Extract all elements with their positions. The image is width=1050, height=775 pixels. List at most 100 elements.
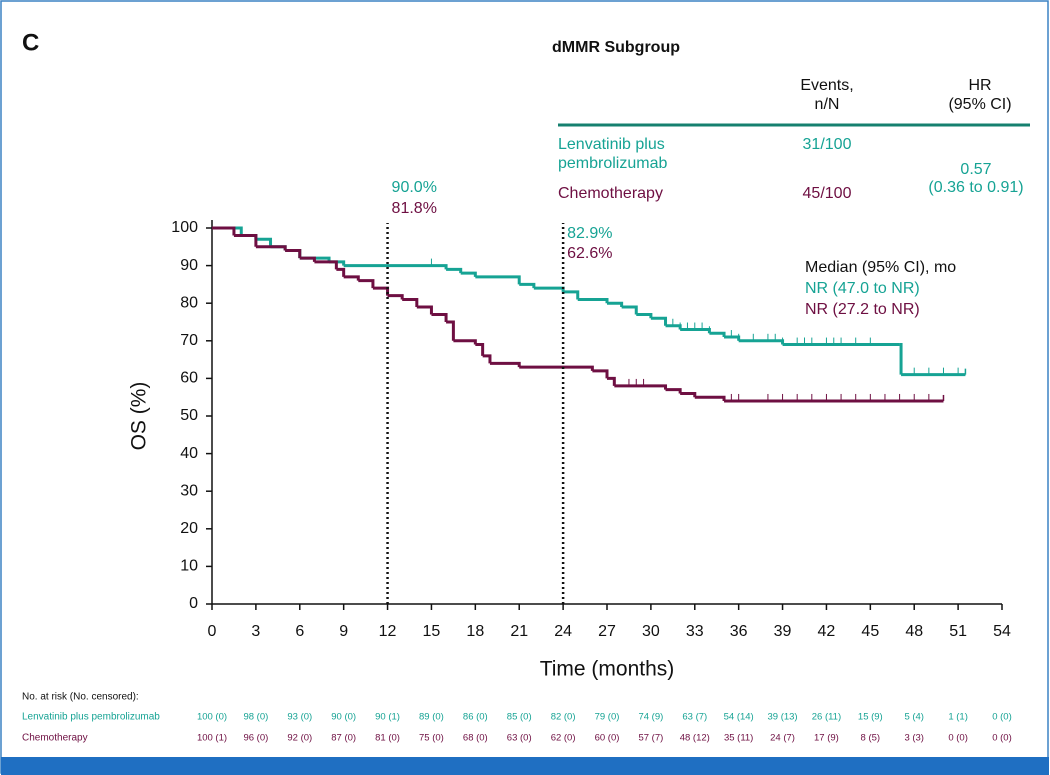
survival-step — [709, 331, 726, 338]
survival-step — [336, 267, 346, 277]
risk-value: 26 (11) — [812, 712, 841, 723]
risk-value: 74 (9) — [638, 712, 663, 723]
legend-header: HR — [968, 77, 991, 94]
x-tick-label: 36 — [730, 623, 748, 640]
survival-step — [694, 395, 726, 401]
risk-value: 0 (0) — [948, 733, 968, 744]
risk-value: 89 (0) — [419, 712, 444, 723]
risk-value: 81 (0) — [375, 733, 400, 744]
legend-hr: (0.36 to 0.91) — [928, 179, 1023, 196]
survival-step — [621, 305, 638, 315]
risk-value: 39 (13) — [768, 712, 798, 723]
survival-step — [314, 260, 338, 270]
risk-value: 63 (7) — [682, 712, 707, 723]
risk-value: 0 (0) — [992, 733, 1012, 744]
x-tick-label: 30 — [642, 623, 660, 640]
risk-value: 96 (0) — [243, 733, 268, 744]
survival-step — [680, 391, 697, 398]
risk-value: 85 (0) — [507, 712, 532, 723]
survival-step — [453, 339, 477, 345]
survival-step — [233, 234, 258, 247]
survival-step — [460, 271, 477, 277]
x-tick-label: 42 — [818, 623, 836, 640]
risk-value: 57 (7) — [638, 733, 663, 744]
y-tick-label: 80 — [180, 294, 198, 311]
survival-step — [680, 328, 711, 334]
landmark-label: 82.9% — [567, 225, 612, 242]
survival-step — [607, 376, 616, 386]
y-tick-label: 20 — [180, 520, 198, 537]
legend-hr: 0.57 — [960, 161, 991, 178]
risk-value: 17 (9) — [814, 733, 839, 744]
survival-step — [665, 324, 682, 330]
median-value: NR (47.0 to NR) — [805, 280, 920, 297]
footer-bar — [1, 757, 1049, 775]
survival-step — [607, 301, 624, 307]
risk-row-label: Lenvatinib plus pembrolizumab — [22, 712, 160, 723]
risk-value: 92 (0) — [287, 733, 312, 744]
survival-step — [343, 275, 360, 281]
risk-value: 3 (3) — [904, 733, 924, 744]
survival-step — [724, 335, 741, 341]
legend-header: n/N — [815, 96, 840, 113]
survival-step — [255, 237, 273, 247]
risk-value: 15 (9) — [858, 712, 883, 723]
median-value: NR (27.2 to NR) — [805, 301, 920, 318]
risk-value: 79 (0) — [595, 712, 620, 723]
survival-step — [255, 245, 287, 251]
x-tick-label: 45 — [861, 623, 879, 640]
survival-step — [738, 339, 785, 345]
x-tick-label: 9 — [339, 623, 348, 640]
legend-label: Chemotherapy — [558, 185, 663, 202]
risk-row-label: Chemotherapy — [22, 733, 88, 744]
survival-step — [416, 305, 433, 315]
survival-step — [482, 354, 492, 364]
y-tick-label: 100 — [171, 219, 198, 236]
survival-step — [372, 286, 390, 296]
survival-step — [899, 343, 903, 375]
y-tick-label: 40 — [180, 445, 198, 462]
risk-value: 75 (0) — [419, 733, 444, 744]
risk-value: 1 (1) — [948, 712, 968, 723]
risk-value: 54 (14) — [724, 712, 754, 723]
y-axis-label: OS (%) — [128, 382, 151, 451]
landmark-label: 90.0% — [392, 179, 437, 196]
risk-value: 90 (1) — [375, 712, 400, 723]
survival-step — [446, 267, 463, 274]
risk-value: 35 (11) — [724, 733, 753, 744]
legend-header: Events, — [800, 77, 853, 94]
risk-value: 87 (0) — [331, 733, 356, 744]
x-tick-label: 3 — [251, 623, 260, 640]
survival-step — [489, 361, 521, 368]
legend-label: pembrolizumab — [558, 155, 667, 172]
survival-step — [475, 275, 521, 285]
legend-label: Lenvatinib plus — [558, 136, 665, 153]
panel-label: C — [22, 29, 39, 56]
survival-step — [592, 369, 609, 379]
risk-value: 63 (0) — [507, 733, 532, 744]
x-tick-label: 12 — [379, 623, 397, 640]
risk-value: 24 (7) — [770, 733, 795, 744]
survival-step — [212, 226, 236, 236]
x-tick-label: 33 — [686, 623, 704, 640]
x-tick-label: 27 — [598, 623, 616, 640]
survival-step — [636, 312, 653, 319]
survival-step — [665, 388, 682, 394]
survival-step — [343, 264, 448, 270]
risk-value: 100 (0) — [197, 712, 227, 723]
survival-step — [577, 297, 609, 304]
risk-value: 98 (0) — [243, 712, 268, 723]
landmark-label: 62.6% — [567, 245, 612, 262]
survival-step — [519, 282, 536, 289]
y-tick-label: 10 — [180, 558, 198, 575]
survival-step — [387, 294, 404, 300]
x-tick-label: 39 — [774, 623, 792, 640]
y-tick-label: 50 — [180, 407, 198, 424]
x-tick-label: 24 — [554, 623, 572, 640]
risk-title: No. at risk (No. censored): — [22, 692, 139, 703]
chart-title: dMMR Subgroup — [552, 39, 680, 56]
risk-value: 60 (0) — [595, 733, 620, 744]
legend-events: 45/100 — [803, 185, 852, 202]
x-tick-label: 15 — [423, 623, 441, 640]
